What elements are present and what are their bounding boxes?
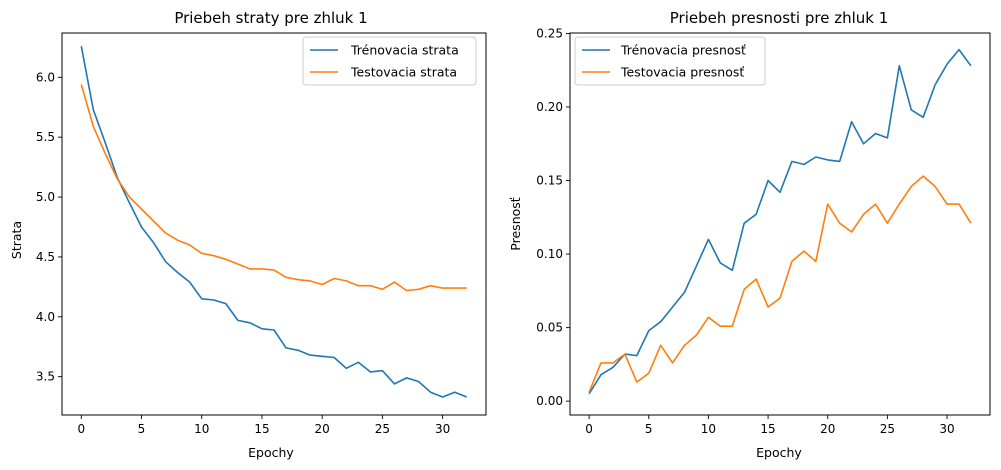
accuracy-ytick-label: 0.15 <box>536 174 563 188</box>
loss-chart-ylabel: Strata <box>9 221 24 259</box>
accuracy-ytick-label: 0.20 <box>536 100 563 114</box>
accuracy-xtick-label: 15 <box>760 422 775 436</box>
loss-chart-plot: 0 5 10 15 20 25 30 3.5 4.0 4.5 5.0 5.5 6.0 <box>36 32 487 436</box>
loss-ytick-label: 6.0 <box>36 70 55 84</box>
loss-legend-label-train: Trénovacia strata <box>350 43 459 58</box>
loss-ytick-label: 3.5 <box>36 370 55 384</box>
accuracy-series-train-line <box>588 48 972 395</box>
accuracy-ytick-label: 0.05 <box>536 321 563 335</box>
accuracy-ytick-label: 0.00 <box>536 394 563 408</box>
loss-ytick-label: 4.0 <box>36 310 55 324</box>
accuracy-ytick-label: 0.10 <box>536 247 563 261</box>
accuracy-series-test-line <box>588 175 972 393</box>
accuracy-xtick-label: 5 <box>645 422 653 436</box>
accuracy-legend-label-train: Trénovacia presnosť <box>620 43 746 58</box>
accuracy-xtick-label: 20 <box>820 422 835 436</box>
loss-chart: Priebeh straty pre zhluk 1 0 5 10 15 20 25 30 3… <box>9 9 487 460</box>
loss-xtick-label: 25 <box>375 422 390 436</box>
accuracy-xtick-label: 0 <box>585 422 593 436</box>
loss-xtick-label: 0 <box>77 422 85 436</box>
loss-ytick-label: 5.5 <box>36 130 55 144</box>
accuracy-ytick-label: 0.25 <box>536 26 563 40</box>
accuracy-legend-frame <box>574 36 766 86</box>
accuracy-legend-label-test: Testovacia presnosť <box>620 65 744 80</box>
loss-ytick-label: 4.5 <box>36 250 55 264</box>
loss-xtick-label: 20 <box>315 422 330 436</box>
loss-ytick-label: 5.0 <box>36 190 55 204</box>
loss-xtick-label: 15 <box>254 422 269 436</box>
accuracy-chart-xlabel: Epochy <box>756 445 802 460</box>
loss-xtick-label: 5 <box>138 422 146 436</box>
accuracy-chart-legend: Trénovacia presnosť Testovacia presnosť <box>574 36 766 86</box>
loss-xtick-label: 10 <box>194 422 209 436</box>
accuracy-xtick-label: 30 <box>939 422 954 436</box>
loss-series-test-line <box>80 84 467 292</box>
loss-series-train-line <box>80 46 467 398</box>
loss-legend-frame <box>302 36 477 86</box>
loss-chart-xlabel: Epochy <box>248 445 294 460</box>
accuracy-axes-frame <box>569 32 991 416</box>
accuracy-xtick-label: 10 <box>701 422 716 436</box>
accuracy-chart-ylabel: Presnosť <box>508 197 523 250</box>
loss-legend-label-test: Testovacia strata <box>350 65 457 80</box>
accuracy-chart-title: Priebeh presnosti pre zhluk 1 <box>670 9 889 27</box>
accuracy-chart: Priebeh presnosti pre zhluk 1 0 5 10 15 20 25… <box>508 9 991 460</box>
loss-xtick-label: 30 <box>435 422 450 436</box>
accuracy-chart-plot: 0 5 10 15 20 25 30 0.00 0.05 0.10 0.15 0.20 0.25 <box>536 26 991 436</box>
loss-chart-title: Priebeh straty pre zhluk 1 <box>174 9 367 27</box>
loss-chart-legend: Trénovacia strata Testovacia strata <box>302 36 477 86</box>
accuracy-xtick-label: 25 <box>880 422 895 436</box>
loss-axes-frame <box>61 32 487 416</box>
